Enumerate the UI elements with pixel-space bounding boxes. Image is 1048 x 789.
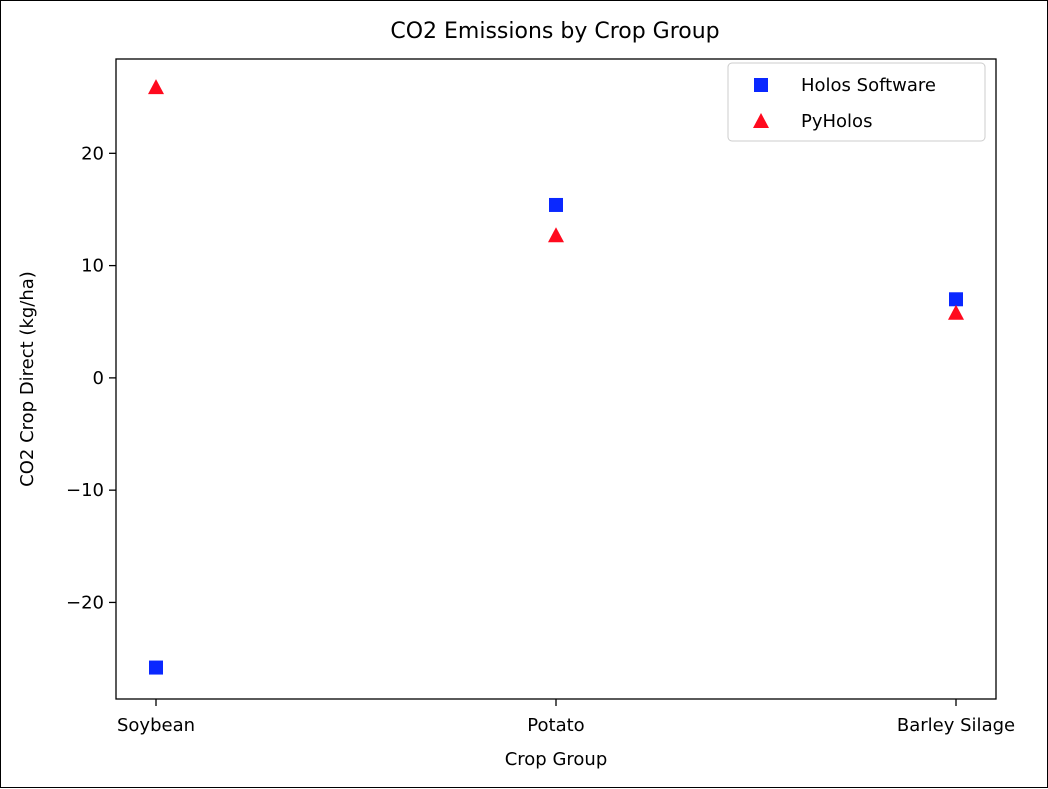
pyholos-point-potato [548, 227, 564, 243]
x-tick-label: Barley Silage [897, 715, 1015, 736]
x-tick-label: Soybean [117, 715, 195, 736]
x-axis: Soybean Potato Barley Silage [117, 699, 1015, 736]
y-tick-label: 20 [81, 143, 104, 164]
y-tick-label: 10 [81, 256, 104, 277]
plot-area [115, 58, 997, 700]
legend-marker-holos-software [754, 78, 768, 92]
legend-label: Holos Software [801, 75, 936, 96]
y-tick-label: −10 [66, 480, 104, 501]
holos-software-point-potato [549, 197, 563, 212]
holos-software-point-barley-silage [949, 292, 963, 307]
y-tick-label: −20 [66, 592, 104, 613]
pyholos-point-soybean [148, 79, 164, 95]
x-tick-label: Potato [527, 715, 584, 736]
x-axis-label: Crop Group [505, 749, 608, 770]
pyholos-point-barley-silage [948, 304, 964, 320]
y-tick-label: 0 [93, 368, 104, 389]
y-axis: 20 10 0 −10 −20 [66, 143, 116, 613]
legend-marker-pyholos [753, 113, 769, 128]
chart-title: CO2 Emissions by Crop Group [390, 19, 719, 44]
legend-box [727, 62, 986, 142]
holos-software-point-soybean [149, 660, 163, 675]
data-markers [148, 79, 964, 675]
y-axis-label: CO2 Crop Direct (kg/ha) [17, 271, 38, 487]
legend: Holos Software PyHolos [727, 62, 986, 142]
legend-label: PyHolos [801, 111, 872, 132]
